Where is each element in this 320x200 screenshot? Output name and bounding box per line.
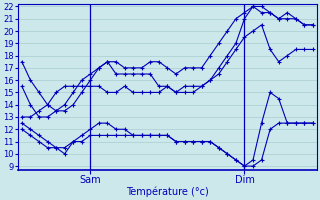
X-axis label: Température (°c): Température (°c): [126, 187, 209, 197]
